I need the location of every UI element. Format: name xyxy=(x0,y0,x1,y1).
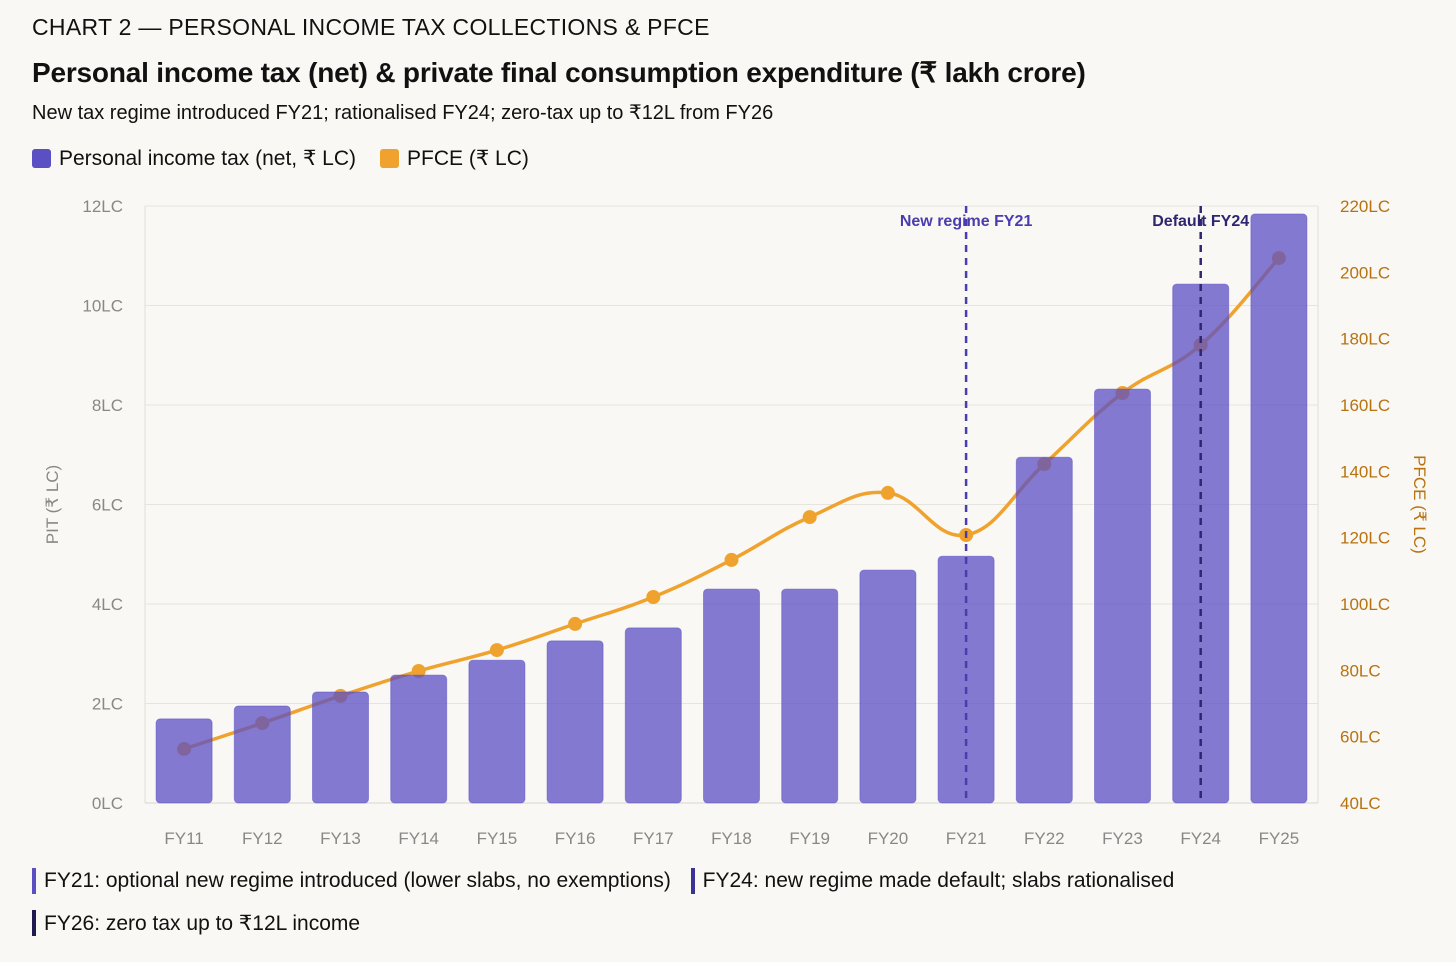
pit-bar xyxy=(312,691,369,804)
x-tick-label: FY13 xyxy=(320,829,361,848)
note-fy24: FY24: new regime made default; slabs rat… xyxy=(690,868,1175,894)
y-tick-label: 2LC xyxy=(92,695,123,714)
pit-bar xyxy=(703,588,760,804)
legend-label: PFCE (₹ LC) xyxy=(406,147,529,170)
y-tick-label: 10LC xyxy=(82,297,123,316)
x-tick-label: FY24 xyxy=(1180,829,1221,848)
legend: Personal income tax (net, ₹ LC) PFCE (₹ … xyxy=(32,146,529,171)
x-tick-label: FY25 xyxy=(1259,829,1300,848)
y-tick-label: 0LC xyxy=(92,794,123,813)
annotation-notes: FY21: optional new regime introduced (lo… xyxy=(32,868,1432,952)
pfce-point xyxy=(568,616,583,631)
pit-bar xyxy=(546,640,604,804)
x-tick-label: FY20 xyxy=(868,829,909,848)
note-text: FY21: optional new regime introduced (lo… xyxy=(44,869,671,892)
y2-tick-label: 120LC xyxy=(1340,529,1390,548)
y2-tick-label: 160LC xyxy=(1340,396,1390,415)
x-tick-label: FY18 xyxy=(711,829,752,848)
chart-title: Personal income tax (net) & private fina… xyxy=(32,57,1086,88)
y2-tick-label: 40LC xyxy=(1340,794,1381,813)
y2-tick-label: 80LC xyxy=(1340,661,1381,680)
annotation-label: Default FY24 xyxy=(1152,213,1249,230)
chart-subtitle: New tax regime introduced FY21; rational… xyxy=(32,102,774,124)
x-tick-label: FY22 xyxy=(1024,829,1065,848)
x-tick-label: FY15 xyxy=(477,829,518,848)
x-tick-label: FY23 xyxy=(1102,829,1143,848)
pfce-point xyxy=(802,510,817,525)
pfce-point xyxy=(646,590,661,605)
y-axis-title: PIT (₹ LC) xyxy=(43,465,62,544)
x-tick-label: FY19 xyxy=(789,829,830,848)
y-tick-label: 8LC xyxy=(92,396,123,415)
pit-bar xyxy=(155,718,213,804)
y2-tick-label: 200LC xyxy=(1340,263,1390,282)
legend-item-pfce: PFCE (₹ LC) xyxy=(379,146,529,171)
legend-label: Personal income tax (net, ₹ LC) xyxy=(59,147,356,170)
pfce-point xyxy=(880,485,895,500)
note-fy26: FY26: zero tax up to ₹12L income xyxy=(32,910,360,936)
pfce-point xyxy=(724,552,739,567)
x-tick-label: FY14 xyxy=(398,829,439,848)
x-tick-label: FY11 xyxy=(164,829,203,848)
legend-swatch-pfce xyxy=(379,149,399,168)
chart-plot: 0LC 2LC 4LC 6LC 8LC 10LC 12LC 40LC 60LC 80LC 100LC… xyxy=(43,197,1429,848)
y2-tick-label: 180LC xyxy=(1340,330,1390,349)
pit-bar xyxy=(233,705,291,804)
y-tick-label: 12LC xyxy=(82,197,123,216)
annotation-label: New regime FY21 xyxy=(900,213,1033,230)
x-tick-label: FY17 xyxy=(633,829,674,848)
note-text: FY26: zero tax up to ₹12L income xyxy=(44,911,361,935)
note-fy21: FY21: optional new regime introduced (lo… xyxy=(32,868,671,894)
y2-tick-label: 60LC xyxy=(1340,728,1381,747)
pit-bar xyxy=(1250,213,1308,804)
x-tick-label: FY12 xyxy=(242,829,283,848)
x-tick-label: FY21 xyxy=(946,829,987,848)
y2-tick-label: 220LC xyxy=(1340,197,1390,216)
y-tick-label: 6LC xyxy=(92,496,123,515)
y2-tick-label: 140LC xyxy=(1340,462,1390,481)
y2-tick-label: 100LC xyxy=(1340,595,1390,614)
pfce-point xyxy=(489,643,504,658)
legend-item-pit: Personal income tax (net, ₹ LC) xyxy=(32,146,356,171)
pit-bar xyxy=(390,674,448,804)
x-tick-label: FY16 xyxy=(555,829,596,848)
pit-bar xyxy=(781,588,839,804)
pit-bar xyxy=(859,569,917,804)
y2-axis-title: PFCE (₹ LC) xyxy=(1410,455,1429,554)
legend-swatch-pit xyxy=(32,149,51,168)
pit-bar xyxy=(468,659,526,804)
note-text: FY24: new regime made default; slabs rat… xyxy=(702,869,1175,892)
chart-kicker: CHART 2 — PERSONAL INCOME TAX COLLECTION… xyxy=(32,14,710,40)
pit-bar xyxy=(624,627,682,804)
pit-bar xyxy=(1172,283,1230,804)
pfce-point xyxy=(411,663,426,678)
y-tick-label: 4LC xyxy=(92,595,123,614)
pit-bar xyxy=(1094,388,1151,804)
pit-bar xyxy=(1015,456,1073,804)
